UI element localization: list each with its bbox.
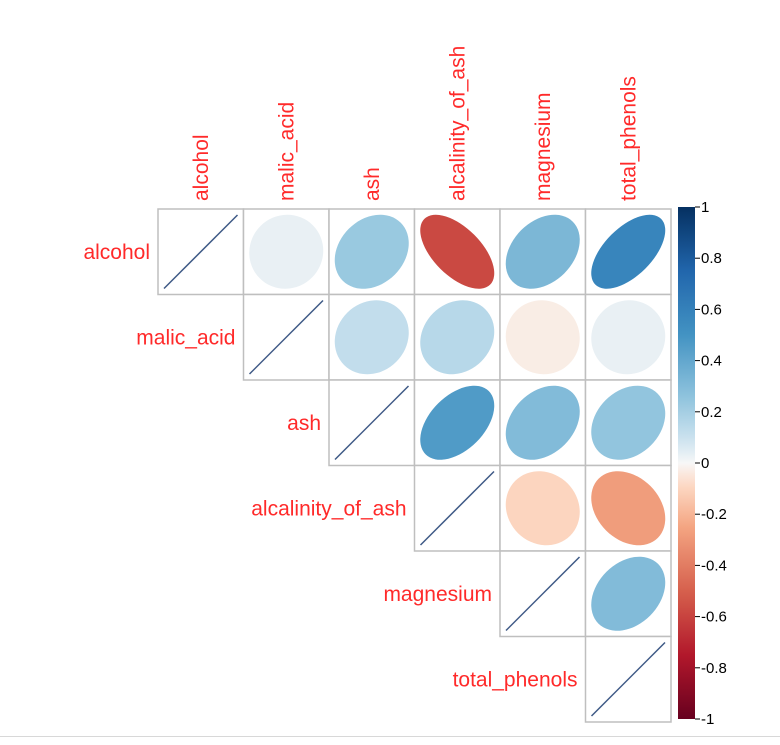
ellipse-alcohol-ash: [334, 214, 409, 289]
ellipse-alcalinity_of_ash-total_phenols: [591, 471, 666, 546]
colorbar-tick-label: 1: [701, 199, 709, 216]
diagonal-line-alcohol: [163, 214, 239, 290]
ellipse-alcohol-magnesium: [505, 214, 580, 289]
ellipse-malic_acid-alcalinity_of_ash: [420, 300, 495, 375]
diagonal-line-ash: [334, 385, 410, 461]
ellipse-ash-alcalinity_of_ash: [420, 385, 495, 460]
colorbar-tick-label: -0.4: [701, 557, 727, 574]
column-label-ash: ash: [361, 167, 384, 201]
row-label-malic-acid: malic_acid: [136, 326, 235, 349]
colorbar: [678, 207, 695, 719]
diagonal-line-magnesium: [505, 556, 581, 632]
ellipse-malic_acid-magnesium: [505, 300, 580, 375]
colorbar-tick-label: 0: [701, 455, 709, 472]
ellipse-malic_acid-ash: [334, 300, 409, 375]
colorbar-tick-label: -0.6: [701, 609, 727, 626]
row-label-ash: ash: [287, 412, 321, 435]
colorbar-tick-label: 0.6: [701, 301, 722, 318]
colorbar-tick-label: 0.2: [701, 404, 722, 421]
ellipse-alcohol-total_phenols: [591, 214, 666, 289]
colorbar-tick-label: -0.2: [701, 506, 727, 523]
column-label-alcohol: alcohol: [190, 134, 213, 201]
diagonal-line-malic_acid: [248, 299, 324, 375]
diagonal-line-total_phenols: [590, 641, 666, 717]
colorbar-tick-label: 0.4: [701, 353, 722, 370]
row-label-magnesium: magnesium: [383, 583, 492, 606]
colorbar-tick-label: 0.8: [701, 250, 722, 267]
bottom-divider: [0, 736, 780, 737]
colorbar-tick-label: -0.8: [701, 660, 727, 677]
ellipse-malic_acid-total_phenols: [591, 300, 666, 375]
row-label-total-phenols: total_phenols: [453, 668, 578, 691]
row-label-alcohol: alcohol: [83, 241, 150, 264]
diagonal-line-alcalinity_of_ash: [419, 470, 495, 546]
ellipse-alcohol-malic_acid: [249, 214, 324, 289]
column-label-alcalinity-of-ash: alcalinity_of_ash: [446, 46, 469, 201]
row-label-alcalinity-of-ash: alcalinity_of_ash: [251, 497, 406, 520]
ellipse-ash-magnesium: [505, 385, 580, 460]
column-label-malic-acid: malic_acid: [275, 102, 298, 201]
column-label-magnesium: magnesium: [532, 92, 555, 201]
ellipse-alcalinity_of_ash-magnesium: [505, 471, 580, 546]
ellipse-magnesium-total_phenols: [591, 556, 666, 631]
colorbar-tick-label: -1: [701, 711, 714, 728]
ellipse-ash-total_phenols: [591, 385, 666, 460]
ellipse-alcohol-alcalinity_of_ash: [420, 214, 495, 289]
column-label-total-phenols: total_phenols: [617, 76, 640, 201]
